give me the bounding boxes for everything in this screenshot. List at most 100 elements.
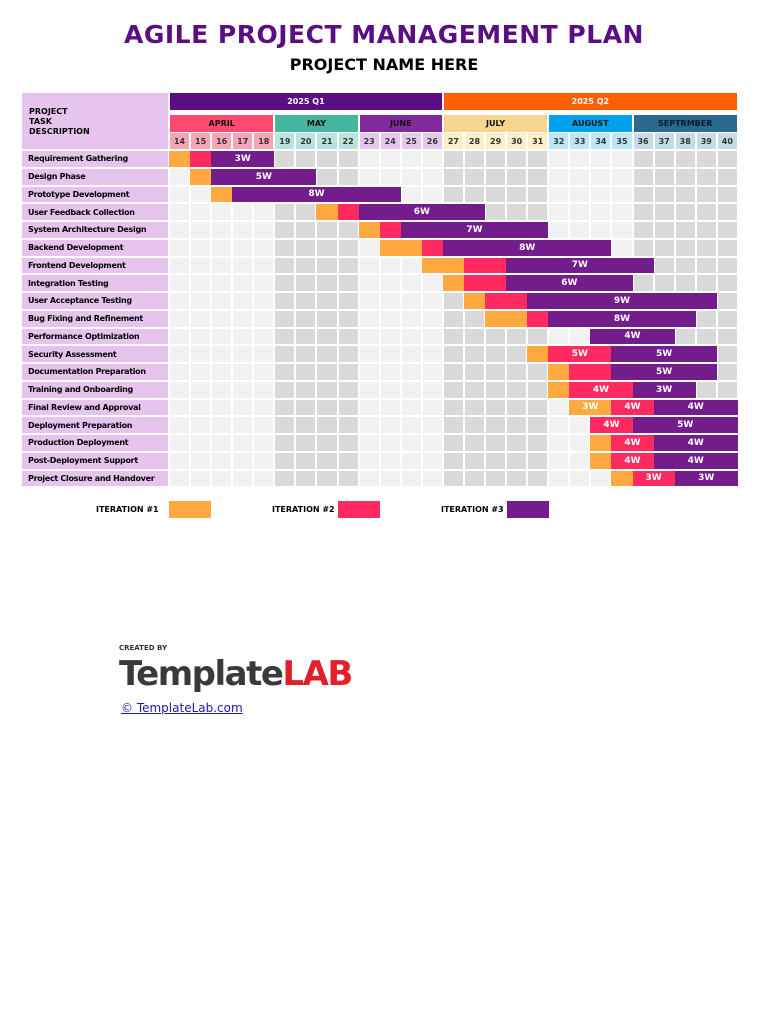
bar-iteration-2: 4W [569,381,633,398]
grid-cell [359,275,379,291]
grid-cell [233,470,253,487]
grid-cell [654,239,674,256]
grid-cell [254,257,274,274]
grid-cell [507,452,527,469]
grid-cell [380,417,400,433]
grid-cell [233,452,253,469]
grid-cell [675,151,695,167]
grid-cell [296,293,316,309]
month-header: JULY [443,115,548,132]
grid-cell [486,381,506,398]
grid-cell [443,186,463,203]
grid-cell [654,151,674,167]
grid-cell [191,310,211,327]
grid-cell [254,470,274,487]
grid-cell [275,417,295,433]
grid-cell [422,293,442,309]
grid-cell [717,275,737,291]
grid-cell [570,470,590,487]
templatelab-link[interactable]: © TemplateLab.com [121,701,243,715]
grid-cell [338,310,358,327]
grid-cell [338,257,358,274]
grid-cell [170,364,190,380]
grid-cell [338,470,358,487]
grid-cell [317,151,337,167]
bar-iteration-2: 4W [590,417,633,433]
grid-cell [296,470,316,487]
grid-cell [464,470,485,487]
week-number: 35 [612,133,632,149]
bar-iteration-2: 3W [632,470,675,487]
task-name: User Feedback Collection [22,204,168,220]
bar-iteration-2 [190,151,212,167]
grid-cell [317,417,337,433]
task-name: Project Closure and Handover [22,470,168,487]
grid-cell [359,435,379,451]
grid-cell [380,328,400,345]
grid-cell [443,328,463,345]
grid-cell [359,364,379,380]
grid-cell [317,435,337,451]
bar-iteration-2 [527,310,549,327]
task-name: Security Assessment [22,346,168,362]
grid-cell [570,168,590,185]
week-number: 40 [717,133,737,149]
grid-cell [464,310,485,327]
grid-cell [507,168,527,185]
grid-cell [507,364,527,380]
grid-cell [212,381,232,398]
grid-cell [401,310,421,327]
grid-cell [696,186,716,203]
grid-cell [570,417,590,433]
grid-cell [717,257,737,274]
task-name: Production Deployment [22,435,168,451]
grid-cell [359,452,379,469]
grid-cell [254,399,274,416]
grid-cell [380,275,400,291]
grid-cell [612,186,632,203]
grid-cell [191,435,211,451]
grid-cell [233,381,253,398]
grid-cell [275,346,295,362]
legend-swatch-iteration-2 [338,501,380,518]
grid-cell [296,381,316,398]
grid-cell [486,470,506,487]
grid-cell [338,151,358,167]
month-header: APRIL [170,115,274,132]
grid-cell [317,328,337,345]
grid-cell [486,168,506,185]
grid-cell [486,399,506,416]
week-number: 33 [570,133,590,149]
bar-iteration-3: 5W [632,417,738,433]
grid-cell [275,381,295,398]
week-number: 31 [528,133,548,149]
grid-cell [464,151,485,167]
bar-iteration-2 [337,204,359,220]
grid-cell [212,470,232,487]
grid-cell [359,293,379,309]
week-number: 19 [275,133,295,149]
bar-iteration-3: 6W [506,275,633,291]
grid-cell [717,381,737,398]
grid-cell [254,310,274,327]
bar-iteration-1 [442,275,464,291]
grid-cell [359,399,379,416]
grid-cell [401,293,421,309]
grid-cell [380,435,400,451]
grid-cell [296,399,316,416]
grid-cell [296,417,316,433]
grid-cell [528,168,548,185]
grid-cell [401,364,421,380]
bar-iteration-3: 3W [632,381,696,398]
grid-cell [275,257,295,274]
grid-cell [654,168,674,185]
grid-cell [380,310,400,327]
grid-cell [380,151,400,167]
task-name: Prototype Development [22,186,168,203]
grid-cell [443,151,463,167]
grid-cell [233,239,253,256]
grid-cell [296,328,316,345]
week-number: 21 [317,133,337,149]
grid-cell [464,452,485,469]
task-column-header: PROJECT TASK DESCRIPTION [22,93,168,149]
